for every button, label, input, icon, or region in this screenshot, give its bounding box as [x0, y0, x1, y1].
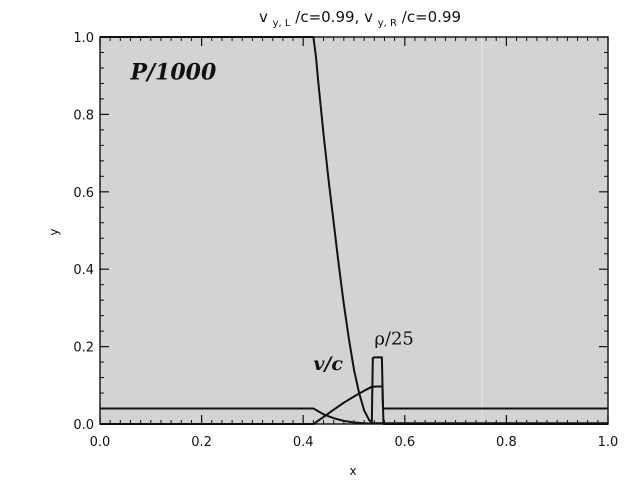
title-text-2: /c=0.99 [402, 8, 461, 26]
annotation-v-c: v/c [313, 353, 343, 375]
annotation-layer: P/1000 v/c ρ/25 [129, 60, 413, 375]
chart-title: v y, L /c=0.99, v y, R /c=0.99 [259, 8, 461, 30]
series-line-p-1000 [100, 36, 608, 425]
title-symbol-1: v [259, 8, 268, 26]
x-tick-label: 0.8 [496, 435, 517, 450]
title-symbol-2: v [364, 8, 373, 26]
x-axis-label: x [349, 464, 356, 478]
annotation-p-1000: P/1000 [129, 60, 217, 86]
y-axis-label: y [47, 228, 61, 235]
x-tick-label: 0.0 [90, 435, 111, 450]
tick-labels-layer: 0.0 0.2 0.4 0.6 0.8 1.0 0.0 0.2 0.4 0.6 0.8 1.0 [73, 31, 618, 450]
x-tick-label: 1.0 [598, 435, 619, 450]
y-tick-label: 0.6 [73, 186, 94, 201]
y-tick-label: 1.0 [73, 31, 94, 46]
x-tick-label: 0.4 [293, 435, 314, 450]
plot-background [100, 37, 608, 424]
y-tick-label: 0.2 [73, 341, 94, 356]
y-tick-label: 0.8 [73, 108, 94, 123]
x-tick-label: 0.2 [191, 435, 212, 450]
title-text-1: /c=0.99, [295, 8, 364, 26]
x-tick-label: 0.6 [394, 435, 415, 450]
title-subscript-2: y, R [378, 18, 397, 29]
y-tick-label: 0.0 [73, 418, 94, 433]
plot-frame [99, 36, 609, 425]
annotation--25: ρ/25 [374, 329, 414, 350]
title-subscript-1: y, L [273, 18, 291, 29]
y-tick-label: 0.4 [73, 263, 94, 278]
